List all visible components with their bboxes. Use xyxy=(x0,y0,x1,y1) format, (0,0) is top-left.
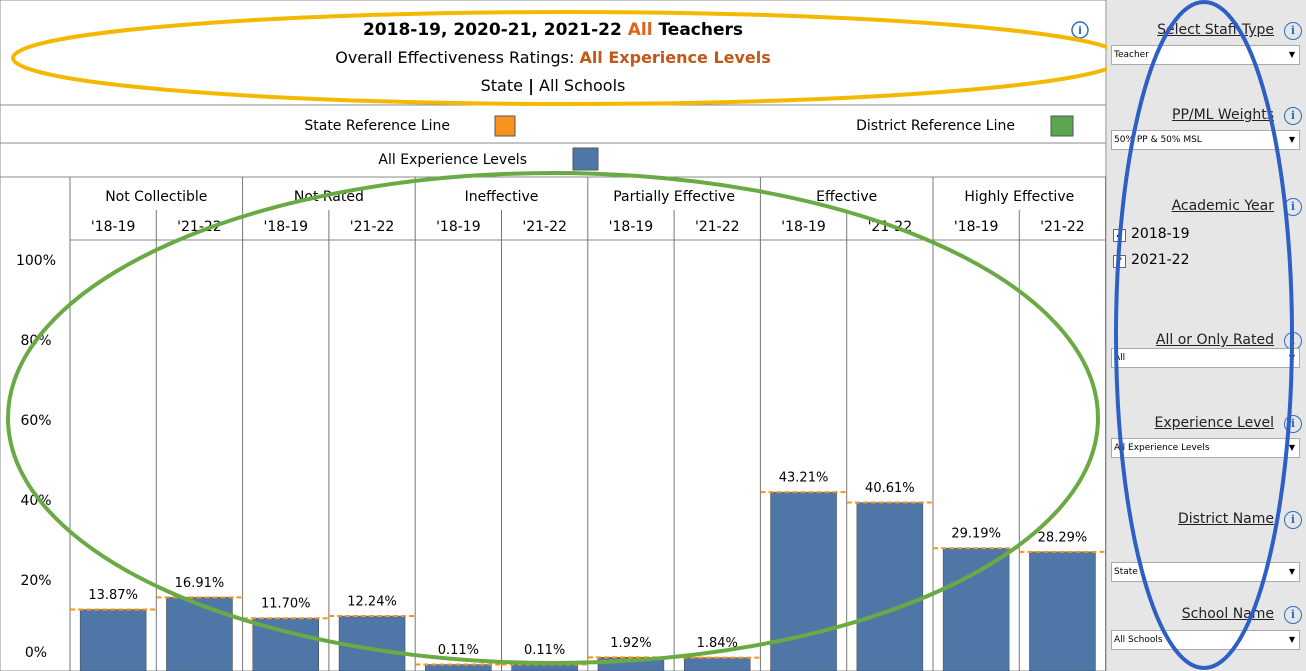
filter-label: Select Staff Type xyxy=(1157,22,1274,38)
checkbox-option[interactable]: ✓ 2018-19 xyxy=(1113,226,1190,242)
period-label: '18-19 xyxy=(263,219,308,235)
title-part: | xyxy=(528,76,534,96)
filter-label: All or Only Rated xyxy=(1155,332,1274,348)
info-icon[interactable]: i xyxy=(1284,415,1302,433)
period-label: '18-19 xyxy=(781,219,826,235)
bar xyxy=(684,657,751,671)
dropdown[interactable]: Teacher xyxy=(1111,45,1300,65)
data-label: 43.21% xyxy=(779,471,829,486)
data-label: 1.92% xyxy=(610,636,651,651)
y-tick-label: 100% xyxy=(16,253,56,269)
legend-swatch xyxy=(572,147,599,171)
dropdown[interactable]: All Experience Levels xyxy=(1111,438,1300,458)
dropdown[interactable]: 50% PP & 50% MSL xyxy=(1111,130,1300,150)
title-part: Teachers xyxy=(653,20,743,40)
bar xyxy=(79,609,147,671)
data-label: 29.19% xyxy=(951,527,1001,542)
data-label: 1.84% xyxy=(697,636,738,651)
period-label: '21-22 xyxy=(695,219,740,235)
bar xyxy=(856,502,924,671)
title-part: All xyxy=(628,20,653,40)
dropdown[interactable]: All Schools xyxy=(1111,630,1300,650)
period-label: '18-19 xyxy=(436,219,481,235)
option-label: 2018-19 xyxy=(1131,226,1190,242)
sidebar: Select Staff Type i Teacher PP/ML Weights i 5… xyxy=(1107,0,1306,671)
legend-label: District Reference Line xyxy=(856,118,1015,134)
checkbox-option[interactable]: ✓ 2021-22 xyxy=(1113,252,1190,268)
dropdown[interactable]: State xyxy=(1111,562,1300,582)
filter-label: PP/ML Weights xyxy=(1172,107,1274,123)
option-label: 2021-22 xyxy=(1131,252,1190,268)
period-label: '18-19 xyxy=(91,219,136,235)
filter-label: Experience Level xyxy=(1154,415,1274,431)
period-label: '18-19 xyxy=(954,219,999,235)
legend-label: State Reference Line xyxy=(304,118,450,134)
filter-label: Academic Year xyxy=(1171,198,1274,214)
highlight-ellipse xyxy=(6,171,1100,665)
info-icon[interactable] xyxy=(1071,21,1089,39)
category-label: Not Collectible xyxy=(105,189,207,205)
info-icon[interactable]: i xyxy=(1284,511,1302,529)
info-icon[interactable]: i xyxy=(1284,107,1302,125)
info-icon[interactable]: i xyxy=(1284,22,1302,40)
legend-swatch xyxy=(494,115,516,137)
title-part: All Schools xyxy=(534,76,625,95)
bar xyxy=(1029,551,1096,671)
subtitle: Overall Effectiveness Ratings: All Exper… xyxy=(335,48,771,67)
period-label: '21-22 xyxy=(522,219,567,235)
category-label: Effective xyxy=(816,189,877,205)
y-tick-label: 20% xyxy=(20,573,51,589)
period-label: '21-22 xyxy=(350,219,395,235)
data-label: 28.29% xyxy=(1038,530,1088,545)
scope: State | All Schools xyxy=(481,76,626,96)
filter-label: School Name xyxy=(1181,606,1274,622)
checkbox[interactable]: ✓ xyxy=(1113,255,1126,268)
period-label: '21-22 xyxy=(177,219,222,235)
title: 2018-19, 2020-21, 2021-22 All Teachers xyxy=(363,20,743,40)
y-tick-label: 0% xyxy=(25,645,47,661)
category-label: Highly Effective xyxy=(964,189,1074,205)
bar xyxy=(942,547,1010,671)
data-label: 0.11% xyxy=(524,643,565,658)
bar xyxy=(770,491,837,671)
bar xyxy=(166,597,233,671)
panel-border xyxy=(0,0,1107,671)
highlight-ellipse xyxy=(11,10,1107,106)
period-label: '21-22 xyxy=(1040,219,1085,235)
legend-label: All Experience Levels xyxy=(378,152,527,168)
info-icon[interactable]: i xyxy=(1284,606,1302,624)
title-part: 2018-19, 2020-21, 2021-22 xyxy=(363,20,628,40)
title-part: Overall Effectiveness Ratings: xyxy=(335,48,579,67)
title-part: State xyxy=(481,76,528,95)
checkbox[interactable]: ✓ xyxy=(1113,229,1126,242)
title-part: All Experience Levels xyxy=(579,48,770,67)
data-label: 0.11% xyxy=(438,643,479,658)
period-label: '18-19 xyxy=(609,219,654,235)
filter-label: District Name xyxy=(1177,511,1274,527)
info-icon-glyph: i xyxy=(1078,24,1082,37)
main-panel: 2018-19, 2020-21, 2021-22 All Teachers O… xyxy=(0,0,1107,671)
data-label: 40.61% xyxy=(865,481,915,496)
data-label: 13.87% xyxy=(88,588,138,603)
data-label: 12.24% xyxy=(347,595,397,610)
y-tick-label: 60% xyxy=(20,413,51,429)
data-label: 11.70% xyxy=(261,597,311,612)
category-label: Partially Effective xyxy=(613,189,735,205)
dropdown[interactable]: All xyxy=(1111,348,1300,368)
legend-swatch xyxy=(1050,115,1074,137)
info-icon[interactable]: i xyxy=(1284,198,1302,216)
category-label: Ineffective xyxy=(465,189,539,205)
data-label: 16.91% xyxy=(175,576,225,591)
